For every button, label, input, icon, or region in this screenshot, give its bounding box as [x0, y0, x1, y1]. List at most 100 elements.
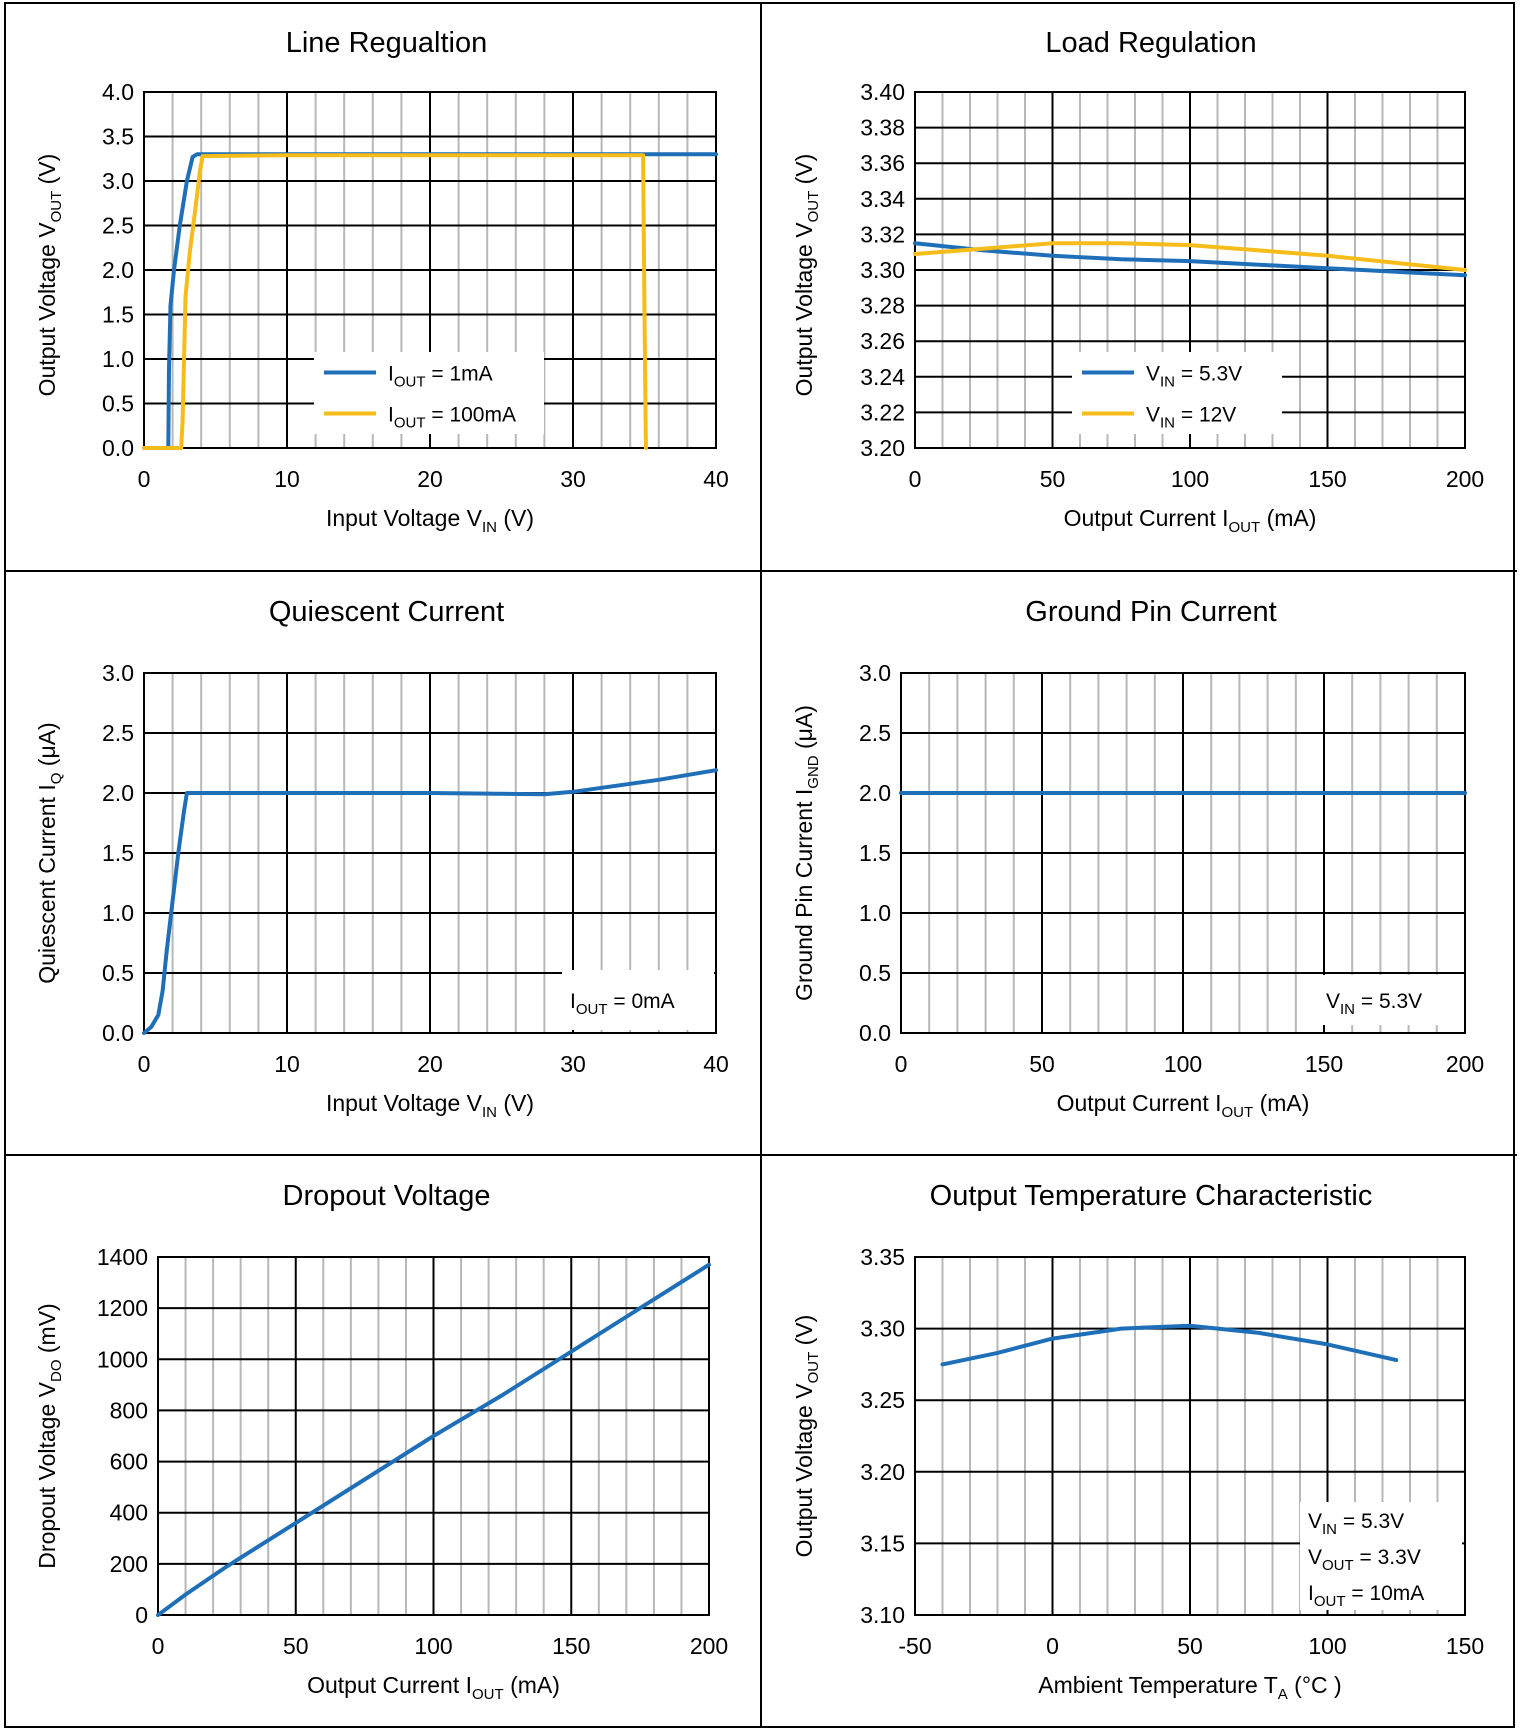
legend-label-main: V: [1146, 363, 1160, 386]
x-tick-label: 50: [1029, 1051, 1055, 1077]
tick-labels: -50 0 50 100 150 3.10 3.15 3.20 3.25 3.30 3.35: [860, 1244, 1484, 1659]
y-axis-label-main: Output Voltage V: [791, 222, 817, 397]
y-tick-label: 3.32: [860, 221, 905, 247]
x-axis-label-sub: OUT: [472, 1686, 504, 1703]
tick-labels: 0 50 100 150 200 3.20 3.22 3.24 3.26 3.28 3.30 3.32…: [860, 79, 1484, 492]
legend-label-tail: = 100mA: [426, 404, 516, 427]
legend-label-tail: = 5.3V: [1337, 1510, 1404, 1533]
x-tick-label: 0: [152, 1633, 165, 1659]
legend-label-main: V: [1146, 404, 1160, 427]
x-tick-label: 200: [690, 1633, 728, 1659]
series-line: [940, 1323, 1399, 1367]
y-axis-label-tail: (mV): [34, 1303, 60, 1359]
y-tick-label: 3.35: [860, 1244, 905, 1270]
tick-labels: 0 50 100 150 200 0.0 0.5 1.0 1.5 2.0 2.5 3.0: [859, 660, 1484, 1077]
x-axis-label-main: Output Current I: [1057, 1090, 1222, 1116]
y-tick-label: 4.0: [102, 79, 134, 105]
y-axis-label-tail: (μA): [34, 722, 60, 772]
legend-label: IOUT = 100mA: [388, 404, 516, 432]
series-line: [142, 768, 718, 1035]
y-tick-label: 3.20: [860, 435, 905, 461]
y-tick-label: 3.10: [860, 1602, 905, 1628]
x-axis-label-main: Input Voltage V: [326, 1090, 483, 1116]
legend-label-tail: = 10mA: [1346, 1582, 1425, 1605]
y-axis-label-main: Dropout Voltage V: [34, 1381, 60, 1568]
y-tick-label: 3.30: [860, 257, 905, 283]
y-axis-label-main: Output Voltage V: [34, 222, 60, 397]
legend-label-tail: = 3.3V: [1354, 1546, 1421, 1569]
x-axis-label-main: Ambient Temperature T: [1038, 1672, 1278, 1698]
chart-title: Ground Pin Current: [1025, 596, 1276, 628]
x-axis-label-sub: A: [1278, 1686, 1288, 1703]
y-tick-label: 1.0: [102, 900, 134, 926]
y-axis-label-sub: Q: [48, 773, 65, 785]
y-tick-label: 3.34: [860, 186, 905, 212]
x-tick-label: 200: [1446, 466, 1484, 492]
y-tick-label: 0.0: [859, 1020, 891, 1046]
y-tick-label: 2.5: [102, 213, 134, 239]
y-tick-label: 3.5: [102, 124, 134, 150]
x-axis-label-sub: IN: [482, 1104, 497, 1121]
legend-label: VIN = 12V: [1146, 404, 1236, 432]
legend-label-sub: OUT: [394, 415, 426, 432]
legend-label-sub: IN: [1160, 374, 1175, 391]
legend-label-main: V: [1308, 1546, 1322, 1569]
x-tick-label: 150: [552, 1633, 590, 1659]
x-axis-label-tail: (mA): [1253, 1090, 1309, 1116]
x-axis-label-sub: OUT: [1229, 519, 1261, 536]
y-tick-label: 3.0: [859, 660, 891, 686]
x-axis-label: Input Voltage VIN (V): [326, 1090, 534, 1121]
x-tick-label: 200: [1446, 1051, 1484, 1077]
legend-label-tail: = 5.3V: [1175, 363, 1242, 386]
legend-label-main: I: [388, 404, 394, 427]
y-tick-label: 200: [110, 1551, 148, 1577]
y-tick-label: 400: [110, 1500, 148, 1526]
x-axis-label-tail: (mA): [1260, 505, 1316, 531]
x-tick-label: 0: [138, 1051, 151, 1077]
y-tick-label: 1.5: [102, 302, 134, 328]
x-tick-label: 10: [274, 1051, 300, 1077]
legend-label: VIN = 5.3V: [1308, 1510, 1404, 1538]
legend-label-sub: IN: [1340, 1001, 1355, 1018]
legend-box: [1072, 352, 1282, 434]
x-tick-label: 30: [560, 466, 586, 492]
plot-border: [914, 1256, 1466, 1616]
y-tick-label: 3.26: [860, 328, 905, 354]
y-tick-label: 3.15: [860, 1530, 905, 1556]
series-group: [913, 241, 1467, 278]
x-axis-label-main: Output Current I: [307, 1672, 472, 1698]
x-tick-label: 50: [283, 1633, 309, 1659]
y-tick-label: 600: [110, 1449, 148, 1475]
y-tick-label: 3.24: [860, 364, 905, 390]
legend-label-tail: = 5.3V: [1355, 990, 1422, 1013]
y-axis-label-main: Ground Pin Current I: [791, 789, 817, 1001]
series-line: [913, 241, 1467, 272]
x-axis-label-main: Output Current I: [1064, 505, 1229, 531]
y-axis-label: Ground Pin Current IGND (μA): [791, 705, 822, 1001]
x-tick-label: 40: [703, 466, 729, 492]
legend-label-main: I: [388, 363, 394, 386]
x-tick-label: 100: [1308, 1633, 1346, 1659]
plot-border: [143, 672, 717, 1034]
y-axis-label: Output Voltage VOUT (V): [791, 1315, 822, 1558]
x-tick-label: 100: [1164, 1051, 1202, 1077]
y-axis-label-sub: OUT: [48, 191, 65, 223]
x-tick-label: 40: [703, 1051, 729, 1077]
series-line: [142, 153, 648, 450]
legend-label-sub: IN: [1322, 1521, 1337, 1538]
y-axis-label: Output Voltage VOUT (V): [791, 154, 822, 397]
y-axis-label: Dropout Voltage VDO (mV): [34, 1303, 65, 1568]
y-tick-label: 1.0: [859, 900, 891, 926]
legend-label: IOUT = 1mA: [388, 363, 493, 391]
legend-label-main: I: [1308, 1582, 1314, 1605]
y-tick-label: 3.0: [102, 168, 134, 194]
y-tick-label: 0.5: [102, 391, 134, 417]
y-tick-label: 1.0: [102, 346, 134, 372]
y-tick-label: 800: [110, 1397, 148, 1423]
series-line: [913, 241, 1467, 278]
